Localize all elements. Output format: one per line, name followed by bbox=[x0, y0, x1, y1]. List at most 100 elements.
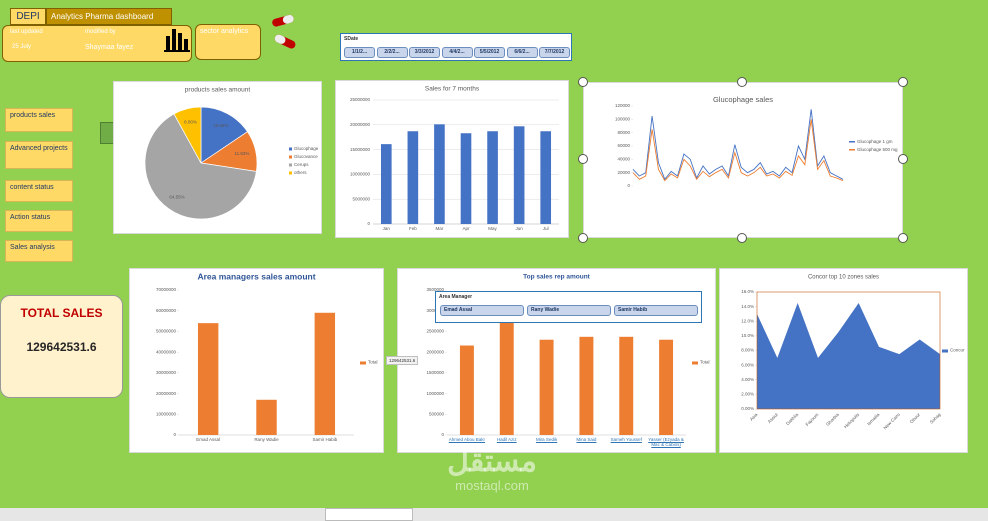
sector-button[interactable]: sector analytics bbox=[195, 24, 261, 60]
x-tick-label-box: Yasser (Ezyada & Mac & Cabins) bbox=[648, 437, 684, 447]
modified-by: Shaymaa fayez bbox=[85, 44, 134, 51]
y-tick-label: 1500000 bbox=[426, 370, 444, 375]
legend-swatch bbox=[942, 349, 948, 353]
bar bbox=[314, 312, 336, 435]
y-tick-label: 60000 bbox=[617, 143, 630, 148]
y-tick-label: 80000 bbox=[617, 130, 630, 135]
legend-swatch bbox=[289, 163, 292, 167]
legend-swatch bbox=[289, 171, 292, 175]
chart-panel: Sales for 7 months 0 5000000 10000000 150000… bbox=[335, 80, 569, 238]
legend-swatch bbox=[289, 155, 292, 159]
legend-label: Glucophage 500 mg bbox=[857, 147, 898, 152]
x-tick-label: Rany Wadie bbox=[254, 437, 279, 442]
x-tick-label: Mina Said bbox=[576, 437, 597, 442]
resize-handle bbox=[898, 77, 908, 87]
chart-panel: Glucophage sales 0 20000 40000 60000 80000 100… bbox=[583, 82, 903, 238]
slicer-button[interactable]: Samir Habib bbox=[614, 305, 698, 316]
x-tick-label-box: Mar bbox=[435, 226, 444, 231]
slicer-button[interactable]: 7/7/2012 bbox=[539, 47, 570, 58]
nav-button[interactable]: Action status bbox=[5, 210, 73, 232]
modified-by-label: modified by bbox=[85, 29, 116, 35]
y-tick-label: 15000000 bbox=[350, 147, 371, 152]
y-tick-label: 50000000 bbox=[156, 329, 177, 334]
y-tick-label: 40000000 bbox=[156, 349, 177, 354]
legend-swatch bbox=[692, 361, 698, 365]
y-tick-label: 0 bbox=[441, 432, 444, 437]
x-tick-label-box: May bbox=[488, 226, 497, 231]
slicer-button[interactable]: 6/6/2... bbox=[506, 47, 538, 58]
legend-swatch bbox=[849, 149, 855, 151]
chart-panel: Area managers sales amount 0 10000000 20000… bbox=[129, 268, 384, 453]
watermark-arabic: مستقل bbox=[447, 445, 537, 478]
x-tick-label: May bbox=[488, 226, 497, 231]
y-tick-label: 3500000 bbox=[426, 287, 444, 292]
watermark: مستقل mostaql.com bbox=[432, 445, 552, 494]
data-label: 64.55% bbox=[169, 195, 184, 200]
nav-button[interactable]: content status bbox=[5, 180, 73, 202]
x-tick-label: Jul bbox=[542, 226, 549, 231]
x-tick-label: Asia bbox=[749, 412, 759, 422]
chart-title: Glucophage sales bbox=[713, 95, 773, 104]
manager-slicer: Area Manager Emad Assal Rany Wadie Samir H… bbox=[435, 291, 702, 323]
slicer-button[interactable]: 4/4/2... bbox=[441, 47, 473, 58]
y-tick-label: 12.0% bbox=[741, 318, 754, 323]
slicer-button[interactable]: 5/5/2012 bbox=[474, 47, 505, 58]
chart-panel: products sales amount 15.56% 11.83% 64.55% 8… bbox=[113, 81, 322, 234]
bar bbox=[579, 336, 594, 435]
slicer-button[interactable]: 1/1/2... bbox=[344, 47, 375, 58]
y-tick-label: 30000000 bbox=[156, 370, 177, 375]
nav-button[interactable]: Sales analysis bbox=[5, 240, 73, 262]
total-label: TOTAL SALES bbox=[20, 306, 103, 320]
x-tick-label-box: Jan bbox=[383, 226, 390, 231]
chart-title: Concor top 10 zones sales bbox=[808, 275, 879, 281]
y-tick-label: 20000 bbox=[617, 170, 630, 175]
tooltip: 129642531.6 bbox=[386, 356, 419, 365]
y-tick-label: 60000000 bbox=[156, 308, 177, 313]
x-tick-label: Mar bbox=[435, 226, 444, 231]
y-tick-label: 6.00% bbox=[741, 362, 754, 367]
legend-label: Total bbox=[368, 360, 378, 365]
x-tick-label-box: Emad Assal bbox=[196, 437, 220, 442]
panel-bg bbox=[583, 82, 903, 238]
resize-handle bbox=[737, 77, 747, 87]
sheet-tab[interactable] bbox=[325, 508, 413, 521]
y-tick-label: 1000000 bbox=[426, 391, 444, 396]
bar bbox=[499, 304, 514, 435]
nav-button[interactable]: Advanced projects bbox=[5, 141, 73, 169]
legend-label: Total bbox=[700, 360, 710, 365]
slicer-button[interactable]: 2/2/2... bbox=[376, 47, 408, 58]
header-box: last updated 25 July modified by Shaymaa… bbox=[2, 25, 192, 62]
slicer-button[interactable]: Rany Wadie bbox=[527, 305, 611, 316]
slicer-button[interactable]: Emad Assal bbox=[440, 305, 524, 316]
x-tick-label: Ahmed Abou Bakr bbox=[448, 437, 486, 442]
bar bbox=[434, 124, 445, 224]
y-tick-label: 25000000 bbox=[350, 97, 371, 102]
x-tick-label: Yasser (Ezyada & Mac & Cabins) bbox=[648, 437, 684, 447]
slicer-title: Area Manager bbox=[439, 294, 473, 300]
y-tick-label: 14.0% bbox=[741, 304, 754, 309]
x-tick-label: Sameh Youssef bbox=[610, 437, 642, 442]
bar bbox=[619, 336, 634, 435]
shape bbox=[100, 122, 114, 144]
x-tick-label-box: Feb bbox=[409, 226, 417, 231]
bar bbox=[513, 126, 525, 224]
y-tick-label: 16.0% bbox=[741, 289, 754, 294]
y-tick-label: 4.00% bbox=[741, 377, 754, 382]
y-tick-label: 20000000 bbox=[156, 391, 177, 396]
nav-button[interactable]: products sales bbox=[5, 108, 73, 132]
bar bbox=[539, 339, 554, 435]
legend-swatch bbox=[289, 147, 292, 151]
x-tick-label: Mira Sedik bbox=[535, 437, 558, 442]
bar bbox=[197, 323, 219, 435]
series-area bbox=[757, 302, 940, 409]
legend-label: Glucophage 1 gm bbox=[857, 139, 893, 144]
y-tick-label: 2.00% bbox=[741, 392, 754, 397]
last-updated: 25 July bbox=[12, 44, 32, 50]
slicer-button[interactable]: 3/3/2012 bbox=[409, 47, 440, 58]
slicer-title: SDate bbox=[344, 36, 359, 42]
data-label: 8.00% bbox=[184, 120, 197, 125]
legend-label: Glucovance bbox=[294, 154, 318, 159]
y-tick-label: 8.00% bbox=[741, 348, 754, 353]
legend-label: Concor bbox=[950, 348, 965, 353]
y-tick-label: 500000 bbox=[429, 411, 445, 416]
